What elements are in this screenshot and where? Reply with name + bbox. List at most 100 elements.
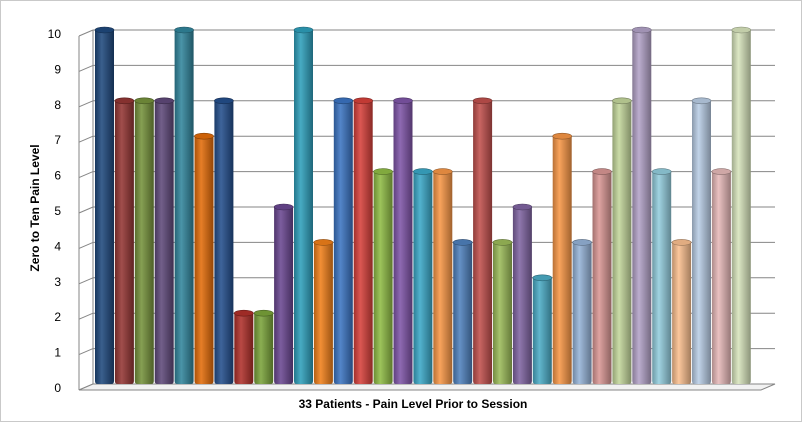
bar-top	[134, 97, 155, 105]
bar	[691, 97, 712, 385]
bar-body	[353, 100, 373, 385]
bar-top	[293, 26, 314, 34]
y-tick-label: 4	[54, 239, 61, 253]
bar-top	[452, 239, 473, 246]
bar	[612, 97, 632, 385]
bar	[532, 274, 553, 384]
bar-top	[631, 26, 652, 34]
bar-body	[194, 136, 214, 384]
bar-body	[672, 242, 692, 384]
y-tick-label: 0	[54, 381, 61, 395]
bar-body	[632, 30, 652, 384]
bar	[671, 239, 692, 384]
bar-body	[393, 100, 413, 385]
gridline-side	[78, 29, 94, 37]
bar-body	[413, 171, 433, 384]
y-tick-labels: 0 1 2 3 4 5 6 7 8 9 10	[48, 27, 62, 395]
bar	[313, 239, 334, 384]
bar	[353, 97, 374, 385]
y-axis-title: Zero to Ten Pain Level	[28, 144, 42, 271]
bar	[393, 97, 413, 385]
gridline-side	[78, 100, 94, 108]
bar	[273, 203, 294, 384]
gridline-side	[78, 171, 94, 179]
bar-body	[731, 30, 751, 384]
bar-top	[671, 239, 692, 246]
bar-body	[433, 171, 453, 384]
y-tick-label: 6	[54, 169, 61, 183]
bar-body	[711, 171, 731, 384]
bar-body	[493, 242, 512, 384]
bar	[552, 132, 573, 384]
y-tick-label: 9	[54, 62, 61, 76]
bar-top	[592, 168, 612, 175]
bar-body	[592, 171, 612, 384]
bar-top	[572, 239, 592, 246]
bar	[134, 97, 155, 385]
y-tick-label: 2	[54, 310, 61, 324]
bar-top	[333, 97, 354, 105]
bar	[651, 168, 672, 384]
y-tick-label: 10	[48, 27, 62, 41]
bar	[472, 97, 493, 385]
bar	[452, 239, 473, 384]
bar-body	[473, 100, 493, 385]
bar	[154, 97, 174, 385]
gridline-side	[78, 277, 94, 285]
bar-top	[253, 309, 274, 317]
bar-body	[552, 136, 572, 384]
bar	[214, 97, 234, 385]
bar-top	[154, 97, 174, 105]
bar-body	[174, 30, 194, 384]
gridline-side	[78, 348, 94, 356]
bar-top	[313, 239, 334, 246]
bar-top	[413, 168, 433, 175]
y-tick-label: 8	[54, 98, 61, 112]
bar-top	[472, 97, 493, 105]
y-tick-label: 1	[54, 346, 61, 360]
bar-body	[234, 313, 254, 384]
bar	[293, 26, 314, 384]
bar-top	[174, 26, 194, 34]
bar-body	[274, 207, 294, 384]
gridline-side	[78, 64, 94, 72]
bar-body	[114, 100, 134, 385]
bar-top	[691, 97, 712, 105]
bar	[631, 26, 652, 384]
bar-body	[612, 100, 632, 385]
bar-top	[94, 26, 115, 34]
bar	[492, 239, 513, 384]
bar-body	[572, 242, 592, 384]
bar	[253, 309, 274, 384]
bar	[234, 309, 254, 384]
x-axis-title: 33 Patients - Pain Level Prior to Sessio…	[299, 397, 528, 411]
bar-body	[453, 242, 473, 384]
bar-body	[313, 242, 333, 384]
bar-top	[731, 26, 752, 34]
gridline-side	[78, 312, 94, 320]
bar	[114, 97, 135, 385]
bar-body	[333, 100, 353, 385]
bar-top	[194, 132, 214, 140]
bar-top	[532, 274, 553, 282]
chart-floor	[78, 383, 776, 391]
bar-body	[95, 30, 114, 384]
bars	[94, 26, 752, 385]
gridline-side	[78, 135, 94, 143]
y-tick-label: 5	[54, 204, 61, 218]
bar	[194, 132, 214, 384]
bar	[572, 239, 592, 384]
bar-top	[353, 97, 374, 105]
bar	[94, 26, 115, 384]
y-tick-label: 3	[54, 275, 61, 289]
floor-plane	[78, 383, 776, 391]
bar	[333, 97, 354, 385]
bar-body	[532, 277, 552, 384]
bar	[592, 168, 612, 384]
bar	[174, 26, 194, 384]
bar	[512, 203, 533, 384]
bar-top	[492, 239, 513, 246]
bar-top	[234, 309, 254, 317]
